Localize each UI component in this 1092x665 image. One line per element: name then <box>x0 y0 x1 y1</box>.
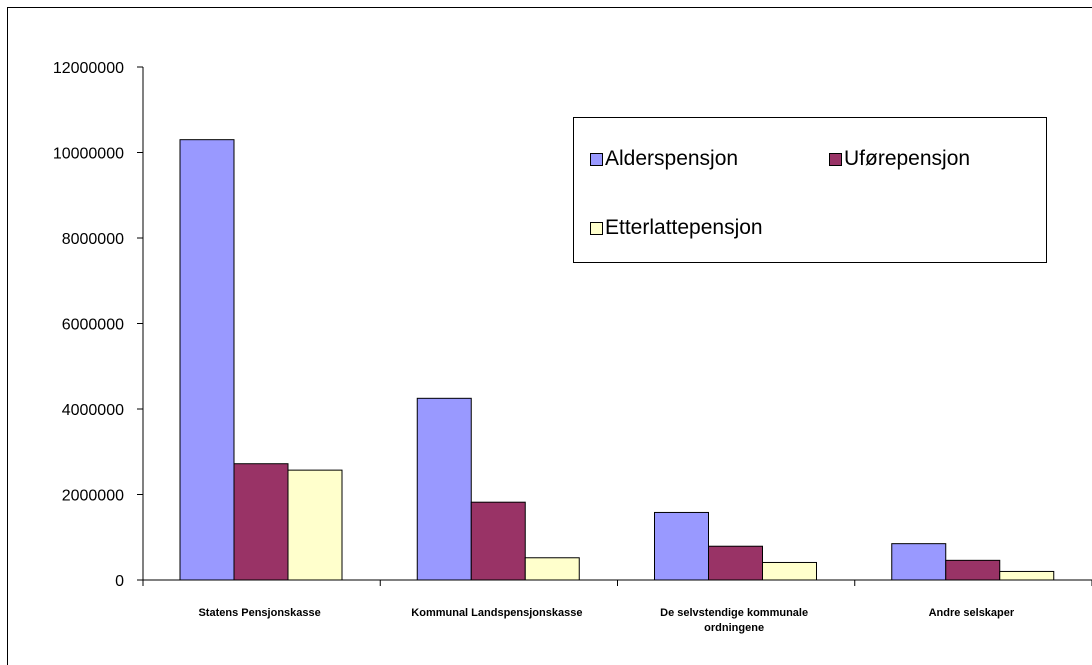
bar-etterlattepensjon-4 <box>999 570 1055 581</box>
x-category-label: Statens Pensjonskasse <box>198 607 320 619</box>
y-tick-label: 8000000 <box>62 231 124 248</box>
legend-item-etterlattepensjon: Etterlattepensjon <box>590 216 763 240</box>
y-axis-ticks: 0 2000000 4000000 6000000 8000000 10000000 120… <box>53 60 143 590</box>
y-tick-label: 6000000 <box>62 317 124 334</box>
legend-swatch <box>590 221 603 235</box>
legend: Alderspensjon Uførepensjon Etterlattepen… <box>573 117 1047 263</box>
bar-alderspensjon-1 <box>179 139 235 581</box>
legend-label: Uførepensjon <box>844 147 971 170</box>
x-category-label: ordningene <box>704 622 764 634</box>
bar-uf-repensjon-4 <box>945 559 1001 581</box>
legend-label: Alderspensjon <box>605 147 739 170</box>
bar-etterlattepensjon-2 <box>524 557 580 581</box>
bar-alderspensjon-4 <box>891 543 947 581</box>
bar-uf-repensjon-2 <box>470 501 526 581</box>
y-tick-label: 2000000 <box>62 488 124 505</box>
legend-item-alderspensjon: Alderspensjon <box>590 147 738 171</box>
bar-uf-repensjon-3 <box>708 545 763 581</box>
x-category-label: Andre selskaper <box>929 607 1015 619</box>
legend-item-uforepensjon: Uførepensjon <box>829 147 970 171</box>
y-tick-label: 10000000 <box>53 146 124 163</box>
bar-alderspensjon-3 <box>654 511 709 581</box>
bar-alderspensjon-2 <box>416 397 472 581</box>
x-axis-labels: Statens Pensjonskasse Kommunal Landspensj… <box>198 607 1014 634</box>
y-tick-label: 4000000 <box>62 402 124 419</box>
bar-uf-repensjon-1 <box>233 463 289 581</box>
bar-etterlattepensjon-3 <box>762 561 817 581</box>
legend-swatch <box>829 152 842 166</box>
legend-swatch <box>590 152 603 166</box>
y-tick-label: 12000000 <box>53 60 124 77</box>
bar-etterlattepensjon-1 <box>287 469 343 581</box>
x-category-label: De selvstendige kommunale <box>660 607 808 619</box>
x-category-label: Kommunal Landspensjonskasse <box>411 607 582 619</box>
legend-label: Etterlattepensjon <box>605 216 763 239</box>
bar-series-group <box>179 139 1055 581</box>
x-axis-ticks <box>142 580 1092 586</box>
y-tick-label: 0 <box>115 573 124 590</box>
